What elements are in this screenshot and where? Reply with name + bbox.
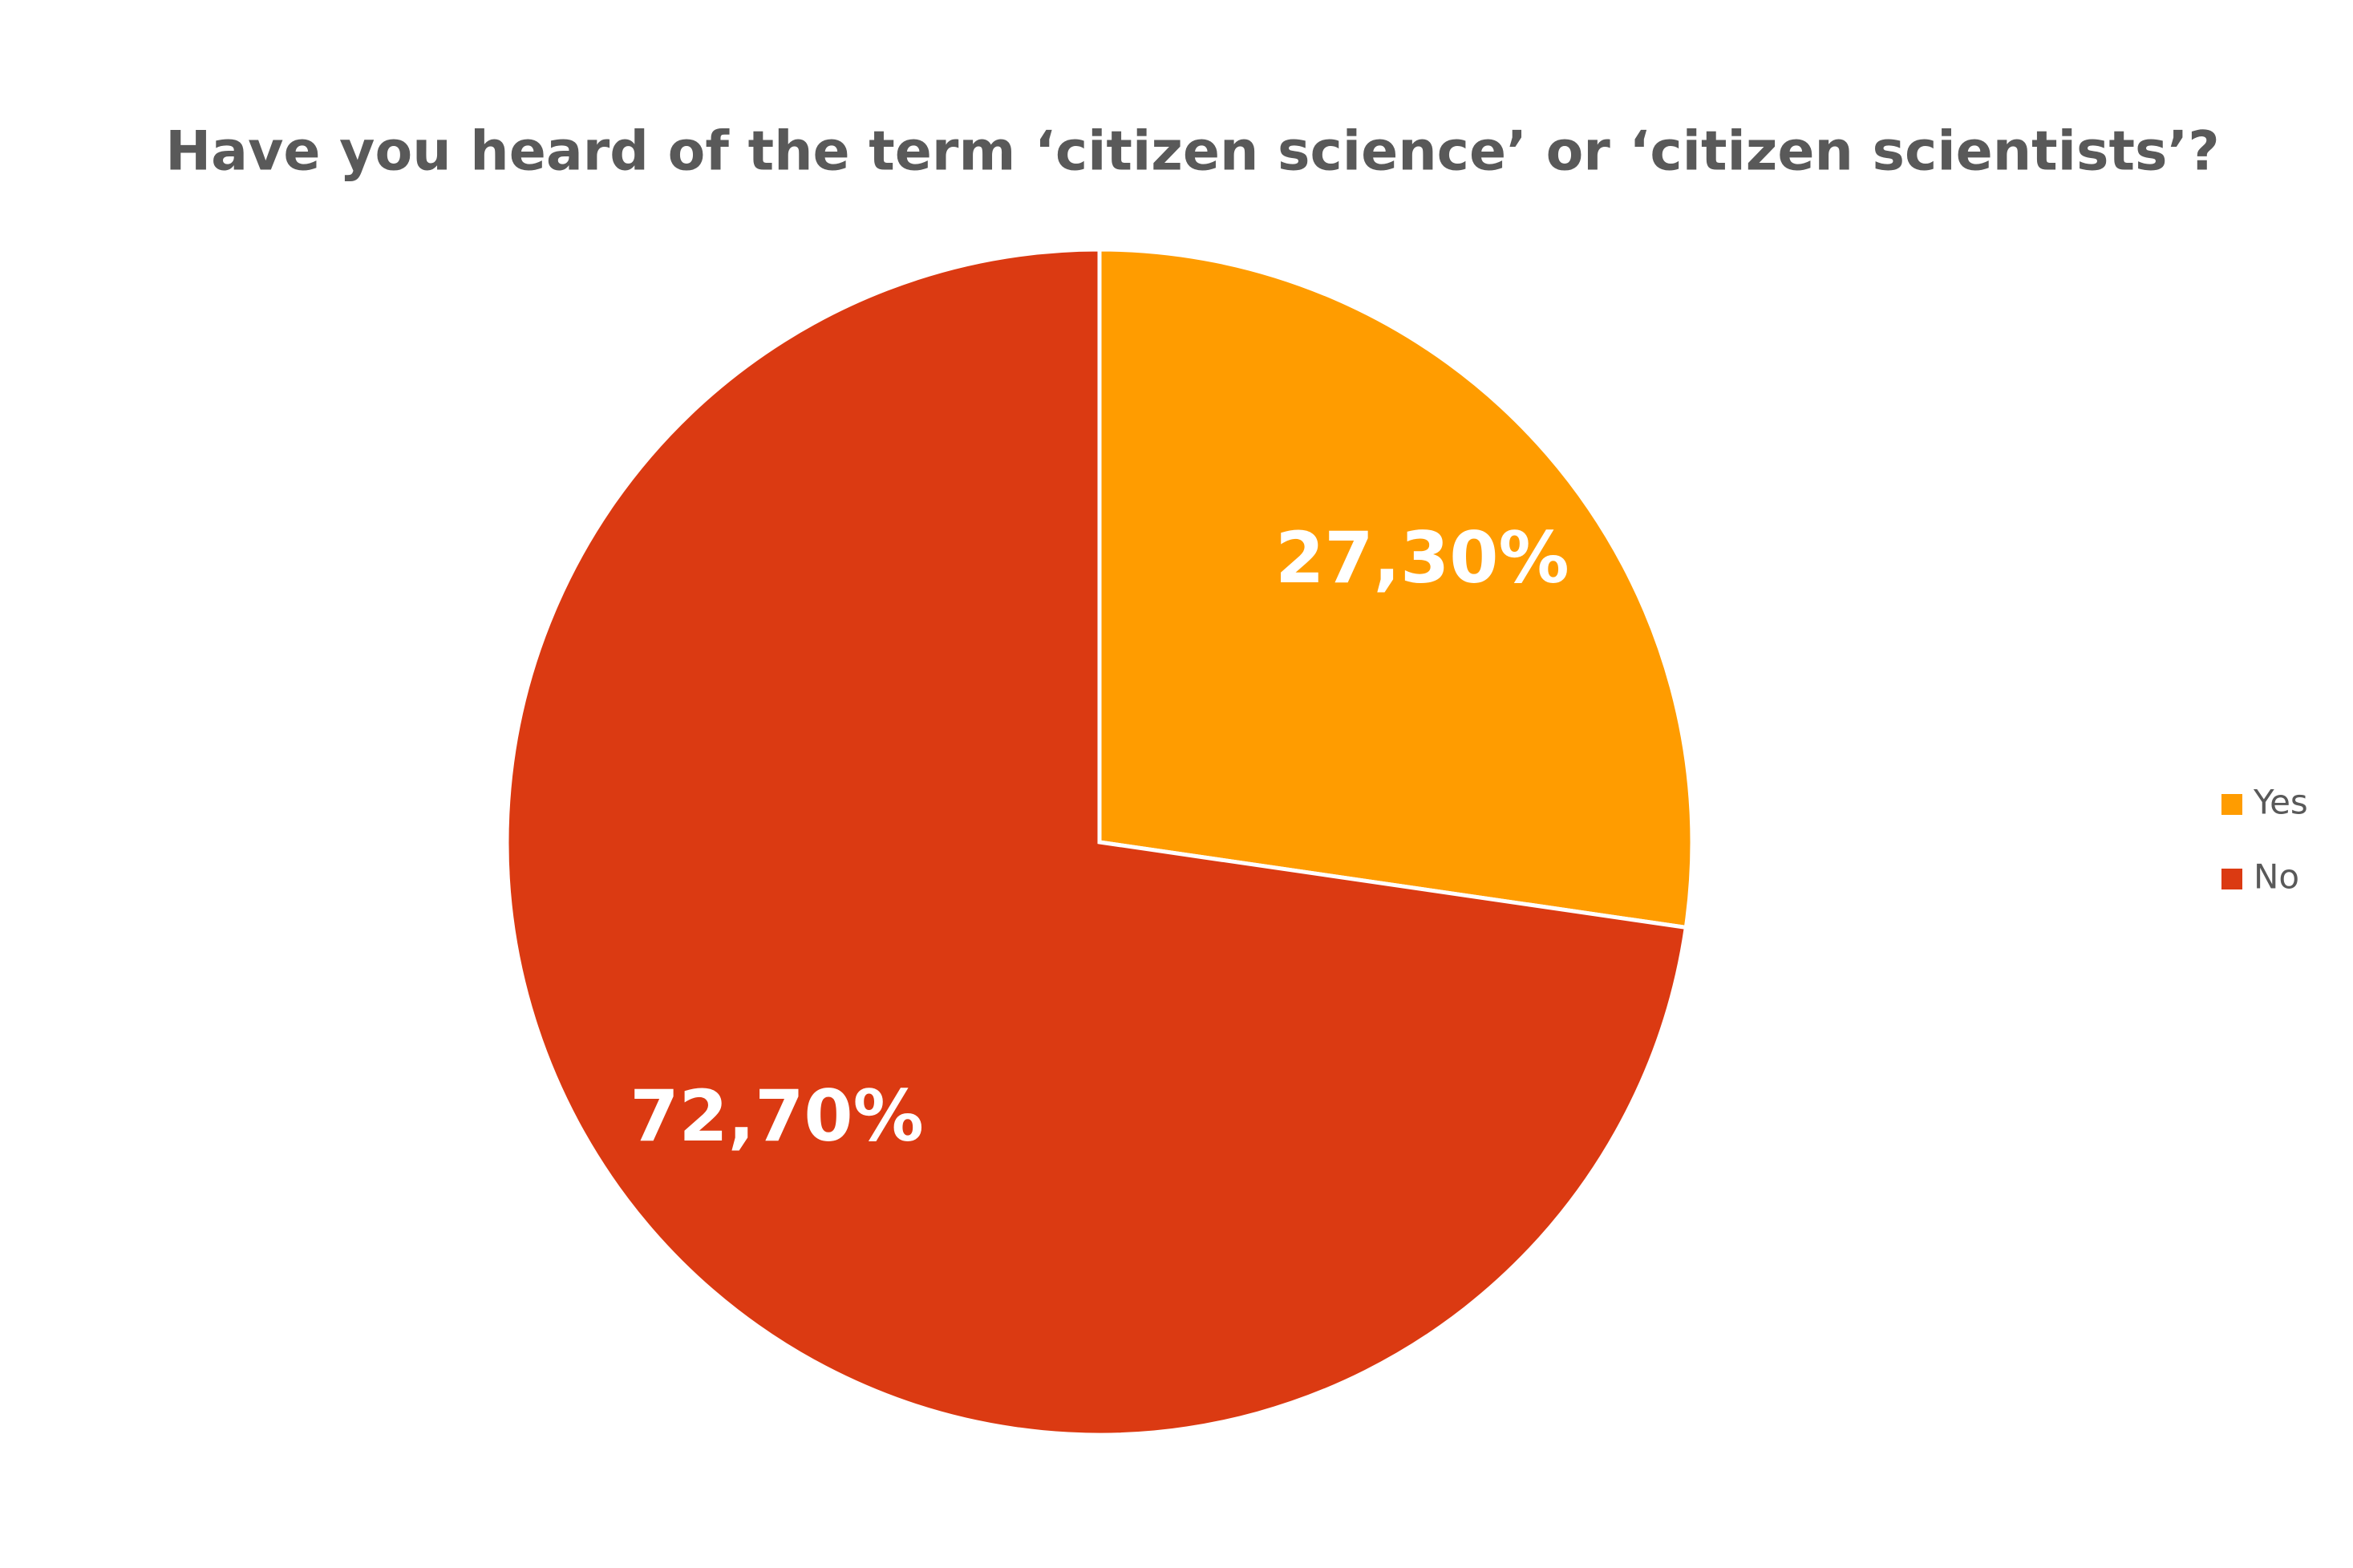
legend-swatch [2221, 869, 2242, 889]
legend-label: No [2254, 857, 2299, 897]
pie-slice [504, 247, 1689, 1437]
pie-slice [1097, 247, 1695, 930]
data-label: 72,70% [630, 1075, 924, 1157]
legend-label: Yes [2253, 783, 2308, 822]
data-label: 27,30% [1275, 517, 1569, 599]
chart-title: Have you heard of the term ‘citizen scie… [165, 120, 2219, 184]
legend-swatch [2221, 794, 2242, 815]
